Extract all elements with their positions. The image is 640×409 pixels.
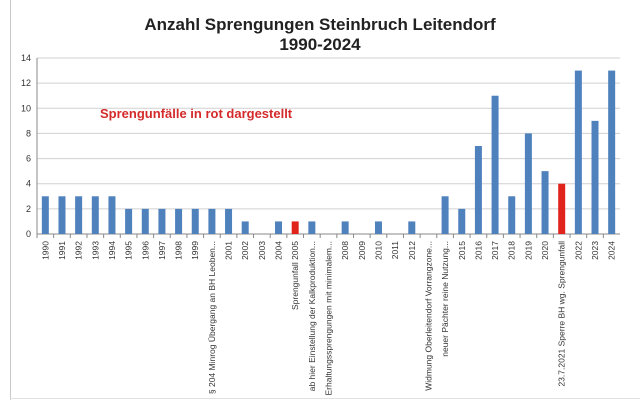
chart-frame-left xyxy=(10,0,11,400)
x-tick-label: 1994 xyxy=(107,241,117,260)
bar xyxy=(308,221,316,234)
x-tick-label: 2002 xyxy=(240,241,250,260)
x-tick-label: 2012 xyxy=(407,241,417,260)
x-tick-label: § 204 Minrog Übergang an BH Leoben... xyxy=(207,241,217,394)
x-tick-label: Erhaltungssprengungen mit minimalem... xyxy=(324,241,334,396)
x-tick-label: 2003 xyxy=(257,241,267,260)
bar xyxy=(58,196,66,234)
bar xyxy=(508,196,516,234)
y-tick-label: 6 xyxy=(26,154,31,164)
x-tick-label: 2001 xyxy=(224,241,234,260)
x-tick-label: 2019 xyxy=(523,241,533,260)
y-tick-label: 8 xyxy=(26,128,31,138)
x-tick-label: 1991 xyxy=(57,241,67,260)
x-tick-label: Widmung Oberleitendorf Vorrangzone... xyxy=(423,241,433,391)
x-tick-label: 2011 xyxy=(390,241,400,260)
bar xyxy=(474,146,482,234)
bar xyxy=(141,208,149,234)
x-tick-label: 2024 xyxy=(607,241,617,260)
bar xyxy=(225,208,233,234)
x-tick-label: 1992 xyxy=(74,241,84,260)
bar xyxy=(374,221,382,234)
x-tick-label: 2009 xyxy=(357,241,367,260)
bar-accident xyxy=(291,221,299,234)
x-tick-label: 2022 xyxy=(573,241,583,260)
bar xyxy=(458,208,466,234)
x-tick-label: 1998 xyxy=(174,241,184,260)
bar xyxy=(191,208,199,234)
bar xyxy=(574,70,582,234)
bar xyxy=(41,196,49,234)
bar xyxy=(524,133,532,234)
bar xyxy=(175,208,183,234)
x-tick-label: 1995 xyxy=(124,241,134,260)
bar xyxy=(275,221,283,234)
bar xyxy=(91,196,99,234)
x-tick-label: 2018 xyxy=(507,241,517,260)
bar-accident xyxy=(558,183,566,234)
y-tick-label: 0 xyxy=(26,229,31,239)
x-tick-label: 23.7.2021 Sperre BH wg. Sprengunfall xyxy=(557,241,567,387)
y-tick-label: 12 xyxy=(21,78,31,88)
x-tick-label: 1996 xyxy=(140,241,150,260)
bar xyxy=(608,70,616,234)
chart-subtitle: 1990-2024 xyxy=(279,35,361,54)
x-tick-label: 2004 xyxy=(274,241,284,260)
y-tick-label: 2 xyxy=(26,204,31,214)
bar xyxy=(341,221,349,234)
chart-annotation: Sprengunfälle in rot dargestellt xyxy=(100,106,293,121)
y-tick-label: 4 xyxy=(26,179,31,189)
x-tick-label: 2017 xyxy=(490,241,500,260)
x-tick-label: 2020 xyxy=(540,241,550,260)
x-tick-label: 2008 xyxy=(340,241,350,260)
x-tick-label: ab hier Einstellung der Kalkproduktion..… xyxy=(307,241,317,391)
x-tick-label: Sprengunfall 2005 xyxy=(290,241,300,310)
bar xyxy=(75,196,83,234)
x-tick-label: 2023 xyxy=(590,241,600,260)
chart-frame-bottom xyxy=(10,398,640,399)
x-tick-label: 2016 xyxy=(473,241,483,260)
bar xyxy=(591,120,599,234)
x-tick-label: 1993 xyxy=(90,241,100,260)
x-tick-label: 1990 xyxy=(40,241,50,260)
bar xyxy=(125,208,133,234)
y-tick-label: 10 xyxy=(21,103,31,113)
x-tick-label: neuer Pächter reine Nutzung... xyxy=(440,241,450,357)
x-tick-label: 1999 xyxy=(190,241,200,260)
bar xyxy=(208,208,216,234)
chart-title: Anzahl Sprengungen Steinbruch Leitendorf xyxy=(144,15,496,34)
bar xyxy=(241,221,249,234)
bar xyxy=(158,208,166,234)
bar xyxy=(441,196,449,234)
bar xyxy=(541,171,549,234)
x-tick-label: 2010 xyxy=(373,241,383,260)
bar xyxy=(408,221,416,234)
bar xyxy=(108,196,116,234)
y-tick-label: 14 xyxy=(21,53,31,63)
x-tick-label: 2015 xyxy=(457,241,467,260)
bar xyxy=(491,95,499,234)
x-tick-label: 1997 xyxy=(157,241,167,260)
